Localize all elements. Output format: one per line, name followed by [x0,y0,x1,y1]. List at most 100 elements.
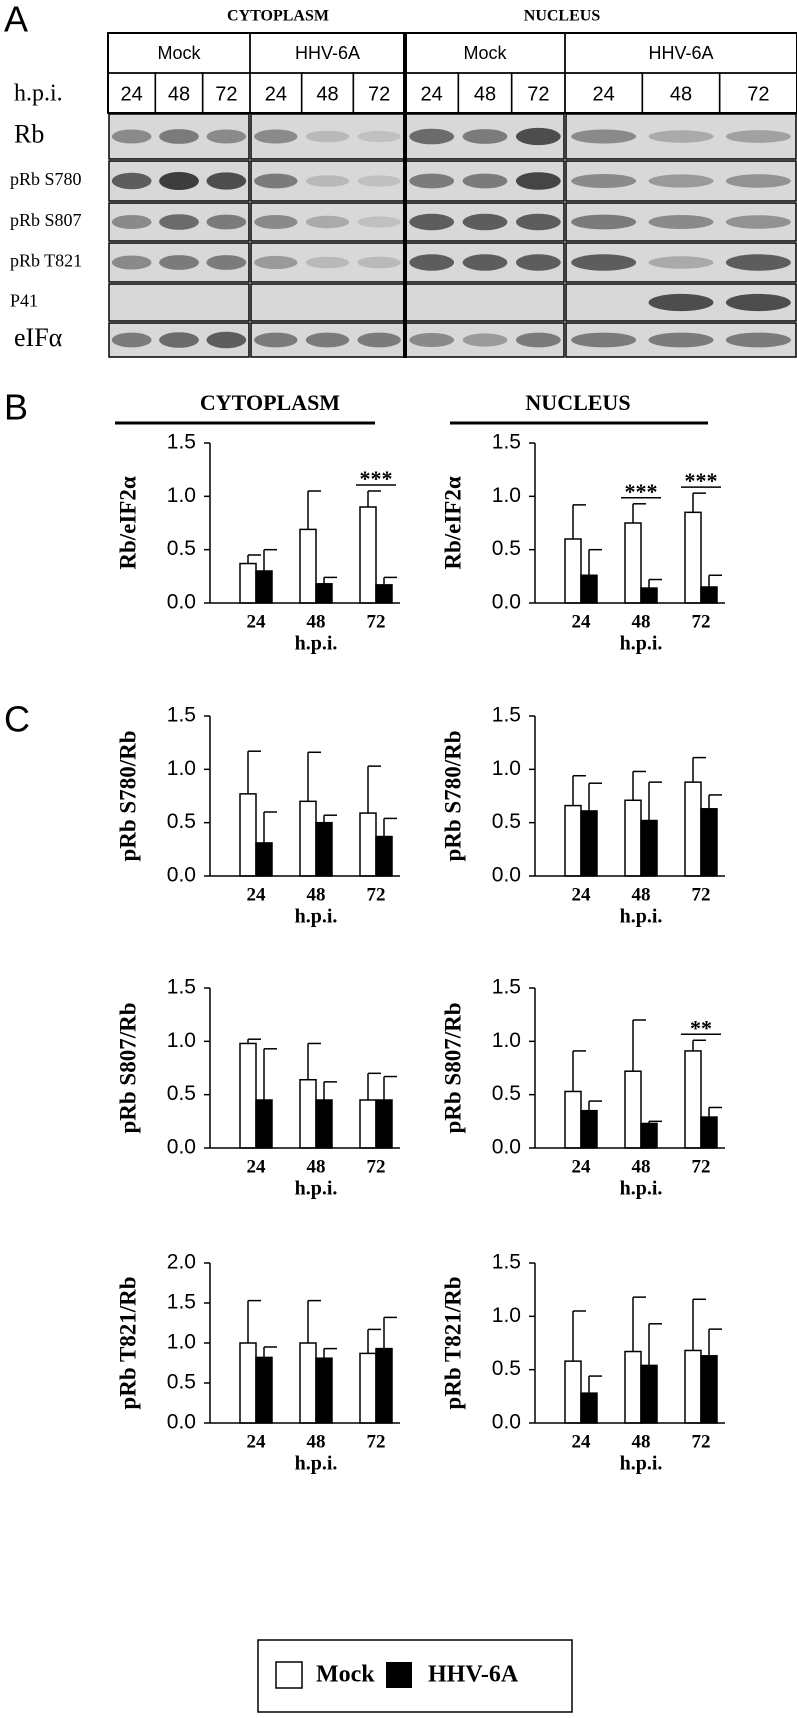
blot-band [254,215,298,229]
legend-label: Mock [316,1662,375,1688]
blot-band [462,213,508,231]
blot-row-label: pRb S780 [10,169,82,189]
y-axis-label: pRb T821/Rb [115,1276,140,1409]
bar [375,1347,393,1424]
y-tick-label: 0.0 [492,1136,521,1159]
blot-band [515,213,561,231]
group-label: HHV-6A [295,43,360,63]
bar [375,584,393,604]
y-tick-label: 0.5 [492,1357,521,1380]
bar [359,506,377,604]
blot-band [462,333,508,347]
y-tick-label: 0.5 [167,537,196,560]
blot-band [648,293,714,312]
blot-band [111,332,152,348]
x-tick-label: 48 [307,611,326,632]
hpi-label: 24 [121,83,143,105]
x-axis-label: h.p.i. [295,1178,338,1200]
y-tick-label: 1.0 [492,757,521,780]
blot-strip [108,283,250,322]
y-tick-label: 1.5 [167,431,196,454]
blot-band [254,255,298,270]
blot-band [409,333,455,347]
group-label: Mock [463,43,507,63]
y-tick-label: 1.0 [167,1331,196,1354]
bar [624,1070,642,1149]
x-tick-label: 72 [367,1156,386,1177]
bar [580,574,598,604]
y-tick-label: 1.5 [167,1291,196,1314]
blot-strip [250,202,405,242]
bar [315,583,333,604]
bar [700,1355,718,1424]
hpi-cell [718,72,797,114]
x-tick-label: 24 [247,1431,267,1452]
blot-band [409,173,455,189]
blot-band [111,255,152,270]
blot-band [515,172,561,190]
y-axis-label: pRb S807/Rb [115,1002,140,1133]
blot-band [648,174,714,188]
y-tick-label: 1.5 [492,704,521,727]
panel-label: B [4,387,28,428]
y-tick-label: 1.5 [492,976,521,999]
y-tick-label: 0.0 [492,864,521,887]
significance-label: *** [625,479,658,504]
y-tick-label: 0.0 [492,1411,521,1434]
y-axis-label: Rb/eIF2α [115,476,140,570]
blot-band [409,128,455,145]
bar [624,1350,642,1424]
bar [684,781,702,877]
x-tick-label: 48 [632,1156,651,1177]
y-tick-label: 1.0 [492,484,521,507]
bar [255,1099,273,1149]
blot-band [206,129,247,144]
bar [564,1090,582,1149]
blot-band [206,214,247,230]
legend-swatch [386,1662,412,1688]
bar [700,1116,718,1149]
hpi-row-label: h.p.i. [14,81,63,107]
x-tick-label: 72 [692,611,711,632]
bar [315,821,333,877]
x-tick-label: 24 [247,1156,267,1177]
bar [684,1050,702,1149]
blot-band [206,255,247,270]
x-tick-label: 24 [247,611,267,632]
bar [700,586,718,604]
y-tick-label: 0.0 [167,1136,196,1159]
blot-band [571,214,637,230]
bar [684,511,702,604]
significance-label: *** [360,466,393,491]
x-tick-label: 72 [367,884,386,905]
blot-row-label: eIFα [14,323,63,352]
panel-label: C [4,699,30,740]
bar [375,835,393,877]
y-tick-label: 0.0 [167,864,196,887]
bar [255,1356,273,1424]
blot-band [159,255,199,270]
hpi-label: 24 [593,83,615,105]
bar [640,1364,658,1424]
y-axis-label: pRb T821/Rb [440,1276,465,1409]
y-tick-label: 0.5 [167,1371,196,1394]
blot-section: NUCLEUS [524,8,601,25]
hpi-label: 72 [747,83,769,105]
blot-strip [250,283,405,322]
x-axis-label: h.p.i. [295,633,338,655]
blot-band [159,129,199,144]
blot-band [725,174,791,188]
bar [640,587,658,604]
x-tick-label: 72 [367,1431,386,1452]
blot-band [254,173,298,189]
blot-band [254,129,298,144]
bar [299,528,317,604]
hpi-label: 72 [368,83,390,105]
y-tick-label: 1.0 [492,1029,521,1052]
bar [580,1392,598,1424]
bar [624,799,642,877]
bar [640,819,658,877]
bar [315,1357,333,1424]
panel-label: A [4,0,28,40]
